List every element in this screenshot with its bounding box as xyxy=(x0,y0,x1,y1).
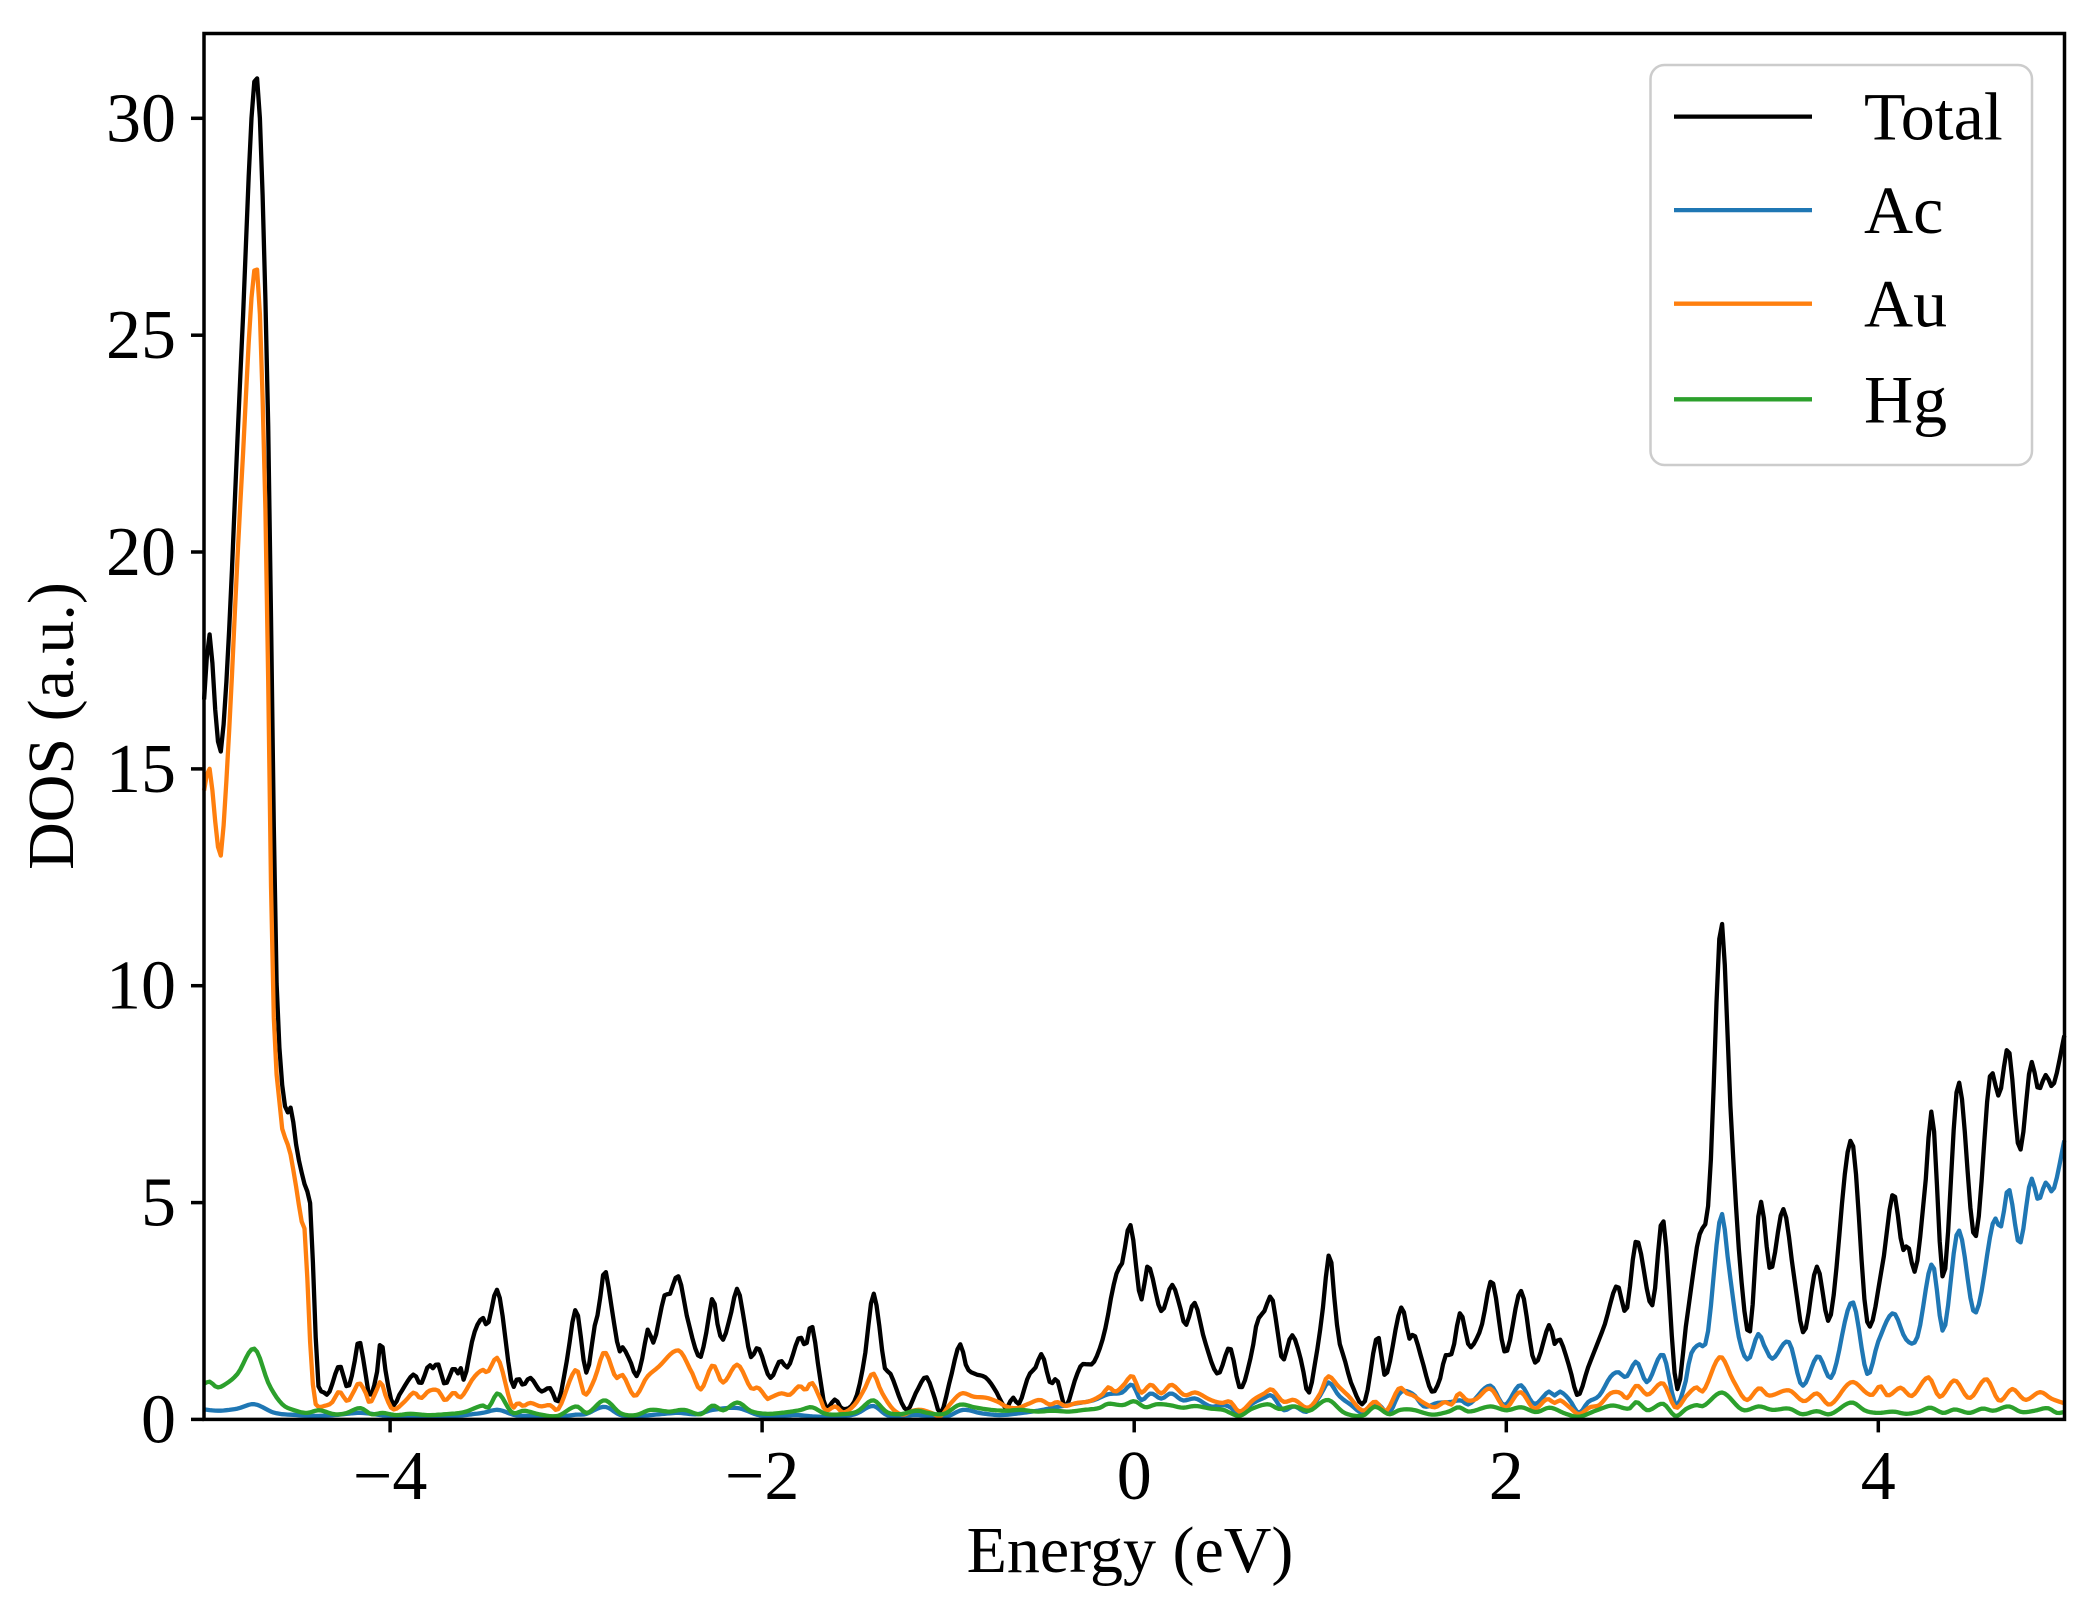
svg-text:DOS (a.u.): DOS (a.u.) xyxy=(15,582,88,870)
svg-text:Total: Total xyxy=(1864,79,2003,155)
svg-text:10: 10 xyxy=(106,948,176,1025)
svg-text:−4: −4 xyxy=(353,1438,427,1515)
svg-text:20: 20 xyxy=(106,514,176,591)
svg-text:Hg: Hg xyxy=(1864,361,1947,437)
svg-text:4: 4 xyxy=(1861,1438,1896,1515)
svg-text:−2: −2 xyxy=(725,1438,799,1515)
svg-text:0: 0 xyxy=(141,1381,176,1458)
svg-text:25: 25 xyxy=(106,297,176,374)
svg-text:30: 30 xyxy=(106,80,176,157)
svg-text:Energy (eV): Energy (eV) xyxy=(967,1514,1294,1587)
svg-text:2: 2 xyxy=(1489,1438,1524,1515)
svg-text:Ac: Ac xyxy=(1864,172,1943,248)
svg-text:5: 5 xyxy=(141,1165,176,1242)
svg-text:0: 0 xyxy=(1117,1438,1152,1515)
svg-text:15: 15 xyxy=(106,731,176,808)
svg-text:Au: Au xyxy=(1864,266,1947,342)
